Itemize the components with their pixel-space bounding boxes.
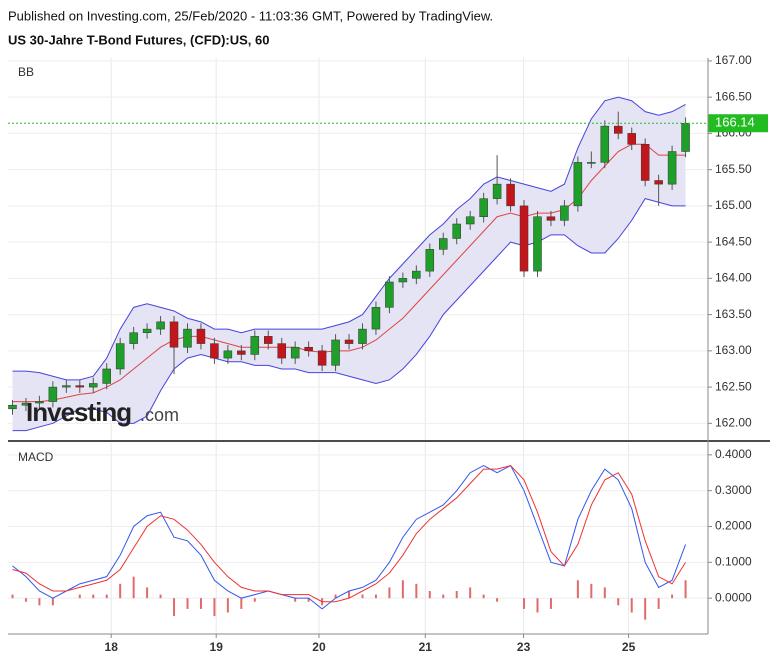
- y-tick-label: 0.1000: [715, 555, 752, 569]
- y-tick-label: 164.00: [715, 271, 752, 285]
- candle-body: [75, 385, 85, 388]
- y-tick-label: 0.2000: [715, 519, 752, 533]
- candle-body: [156, 321, 165, 330]
- candle-body: [304, 346, 313, 352]
- band-line: [12, 143, 686, 403]
- x-tick-label: 18: [105, 640, 119, 654]
- candle-body: [627, 133, 636, 145]
- candle-body: [479, 198, 488, 217]
- candle-body: [385, 281, 394, 308]
- x-tick-label: 20: [312, 640, 326, 654]
- candle-body: [196, 328, 206, 344]
- y-tick-label: 163.50: [715, 307, 752, 321]
- candle-body: [681, 122, 690, 152]
- candle-body: [560, 205, 569, 221]
- candle-body: [587, 162, 596, 164]
- candle-body: [35, 401, 44, 404]
- candle-body: [264, 336, 273, 344]
- candle-body: [210, 343, 219, 359]
- candle-body: [344, 339, 354, 344]
- candle-body: [21, 402, 31, 406]
- x-tick-label: 25: [622, 640, 636, 654]
- candle-body: [8, 404, 17, 410]
- candle-body: [89, 383, 98, 388]
- x-tick-label: 23: [517, 640, 531, 654]
- panel-label: BB: [18, 65, 34, 79]
- candle-body: [290, 346, 300, 359]
- candle-body: [277, 343, 286, 359]
- candle-body: [48, 386, 58, 402]
- x-tick-label: 19: [210, 640, 224, 654]
- candle-body: [358, 328, 367, 344]
- published-line: Published on Investing.com, 25/Feb/2020 …: [8, 8, 493, 23]
- candle-body: [250, 336, 260, 355]
- candle-body: [237, 350, 246, 355]
- candle-body: [371, 307, 381, 330]
- candle-body: [533, 216, 542, 272]
- candle-body: [519, 205, 529, 272]
- macd-panel: 0.0000 0.1000 0.2000 0.3000 0.4000 MACD 18 19 20…: [8, 443, 752, 654]
- price-panel: 162.00 162.50 163.00 163.50 164.00 164.50 165.…: [8, 53, 768, 440]
- candle-body: [183, 328, 192, 348]
- last-price-box: [708, 114, 768, 133]
- y-tick-label: 162.50: [715, 379, 752, 393]
- band-line: [12, 96, 686, 381]
- y-tick-label: 0.3000: [715, 483, 752, 497]
- candle-body: [600, 125, 610, 163]
- candle-body: [142, 328, 152, 333]
- candle-body: [546, 216, 556, 221]
- candle-body: [492, 183, 502, 199]
- candle-body: [169, 321, 179, 348]
- y-tick-label: 162.00: [715, 416, 752, 430]
- last-price-label: 166.14: [715, 115, 755, 130]
- band-fill: [12, 97, 686, 431]
- watermark-suffix: .com: [140, 405, 179, 425]
- y-tick-label: 164.50: [715, 234, 752, 248]
- macd-line: [12, 464, 687, 610]
- y-tick-label: 0.0000: [715, 590, 752, 604]
- band-line: [12, 198, 686, 432]
- candle-body: [439, 238, 448, 250]
- candle-body: [465, 216, 475, 225]
- candle-body: [115, 343, 125, 370]
- candle-body: [425, 249, 435, 272]
- candle-body: [62, 385, 71, 388]
- y-tick-label: 165.50: [715, 162, 752, 176]
- candle-body: [317, 350, 327, 366]
- candle-body: [654, 180, 663, 185]
- instrument-title: US 30-Jahre T-Bond Futures, (CFD):US, 60: [8, 32, 269, 47]
- candle-body: [614, 125, 623, 134]
- candle-body: [102, 368, 111, 384]
- panel-label: MACD: [18, 450, 54, 464]
- y-tick-label: 167.00: [715, 53, 752, 67]
- candle-body: [452, 223, 461, 239]
- candle-body: [640, 144, 650, 181]
- y-tick-label: 163.00: [715, 343, 752, 357]
- candle-body: [412, 270, 421, 279]
- candle-body: [331, 339, 340, 366]
- candle-body: [506, 183, 515, 207]
- x-tick-label: 21: [419, 640, 433, 654]
- candle-body: [129, 332, 138, 344]
- candle-body: [573, 162, 583, 207]
- watermark-brand: Investing: [26, 397, 131, 427]
- candle-body: [223, 350, 233, 359]
- y-tick-label: 165.00: [715, 198, 752, 212]
- macd-line: [12, 465, 686, 603]
- candle-body: [398, 278, 408, 283]
- y-tick-label: 166.50: [715, 89, 752, 103]
- candle-body: [667, 151, 677, 185]
- y-tick-label: 0.4000: [715, 447, 752, 461]
